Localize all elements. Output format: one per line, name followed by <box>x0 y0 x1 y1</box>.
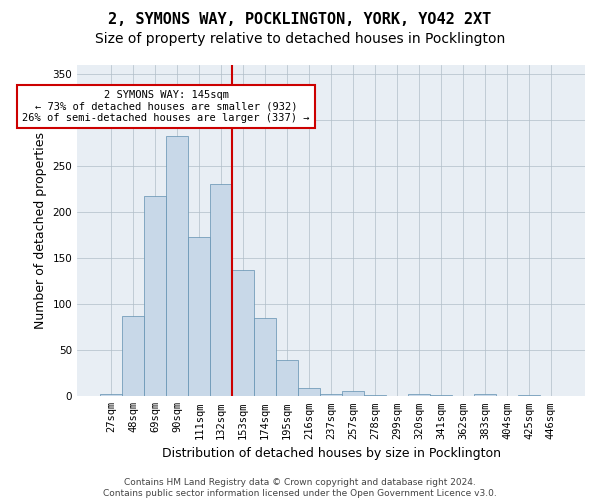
Bar <box>408 394 430 396</box>
Bar <box>210 184 232 396</box>
Bar <box>298 388 320 396</box>
Bar <box>188 237 210 396</box>
Bar <box>166 136 188 396</box>
Text: Contains HM Land Registry data © Crown copyright and database right 2024.
Contai: Contains HM Land Registry data © Crown c… <box>103 478 497 498</box>
Bar <box>144 196 166 396</box>
Bar <box>276 360 298 396</box>
Bar <box>474 394 496 396</box>
Bar <box>122 316 144 396</box>
Y-axis label: Number of detached properties: Number of detached properties <box>34 132 47 329</box>
Text: Size of property relative to detached houses in Pocklington: Size of property relative to detached ho… <box>95 32 505 46</box>
Bar <box>254 318 276 396</box>
X-axis label: Distribution of detached houses by size in Pocklington: Distribution of detached houses by size … <box>161 447 500 460</box>
Text: 2 SYMONS WAY: 145sqm
← 73% of detached houses are smaller (932)
26% of semi-deta: 2 SYMONS WAY: 145sqm ← 73% of detached h… <box>22 90 310 123</box>
Bar <box>232 270 254 396</box>
Bar <box>342 391 364 396</box>
Bar <box>100 394 122 396</box>
Text: 2, SYMONS WAY, POCKLINGTON, YORK, YO42 2XT: 2, SYMONS WAY, POCKLINGTON, YORK, YO42 2… <box>109 12 491 28</box>
Bar <box>320 394 342 396</box>
